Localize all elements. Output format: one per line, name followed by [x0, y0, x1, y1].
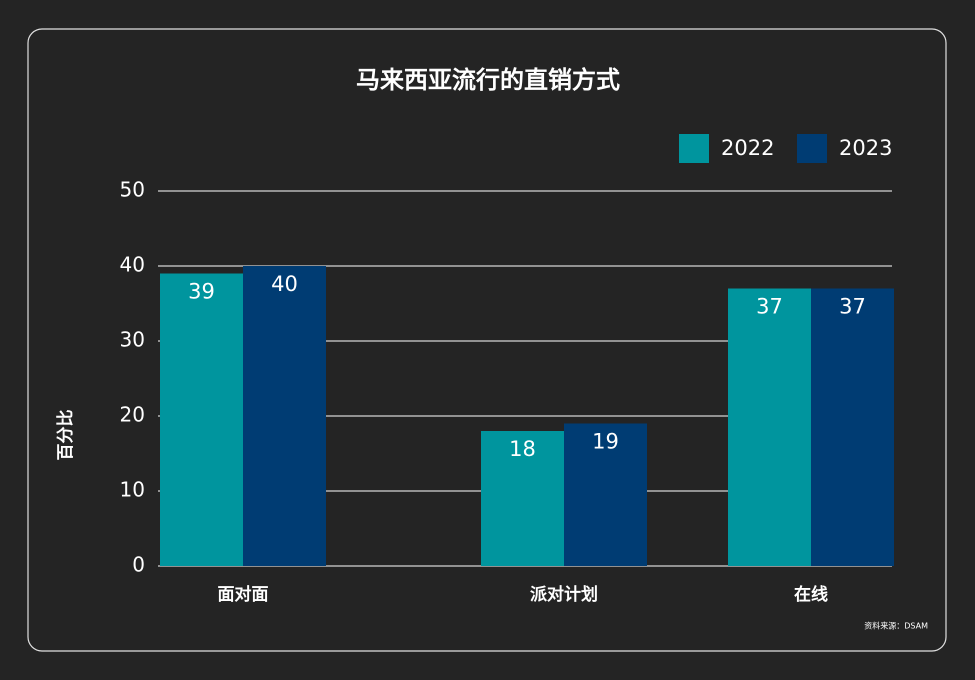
legend-label: 2023	[839, 136, 892, 160]
x-tick-label: 在线	[794, 584, 828, 605]
y-tick-label: 10	[120, 478, 145, 502]
bar	[481, 431, 564, 566]
bar	[243, 266, 326, 566]
y-tick-label: 40	[120, 253, 145, 277]
y-tick-label: 0	[132, 553, 145, 577]
bar	[564, 423, 647, 566]
value-label: 39	[188, 280, 215, 304]
value-label: 37	[756, 295, 783, 319]
legend-swatch	[797, 134, 827, 163]
bar	[811, 288, 894, 566]
source: 资料来源：DSAM	[864, 621, 928, 631]
x-tick-label: 派对计划	[530, 584, 598, 605]
legend-label: 2022	[721, 136, 774, 160]
bar	[728, 288, 811, 566]
y-tick-label: 30	[120, 328, 145, 352]
value-label: 40	[271, 272, 298, 296]
value-label: 19	[592, 430, 619, 454]
chart-title: 马来西亚流行的直销方式	[356, 66, 620, 94]
value-label: 37	[839, 295, 866, 319]
value-label: 18	[509, 437, 536, 461]
y-axis-label: 百分比	[55, 410, 76, 461]
bar	[160, 273, 243, 566]
y-tick-label: 20	[120, 403, 145, 427]
y-tick-label: 50	[120, 178, 145, 202]
x-tick-label: 面对面	[218, 584, 269, 605]
legend-swatch	[679, 134, 709, 163]
